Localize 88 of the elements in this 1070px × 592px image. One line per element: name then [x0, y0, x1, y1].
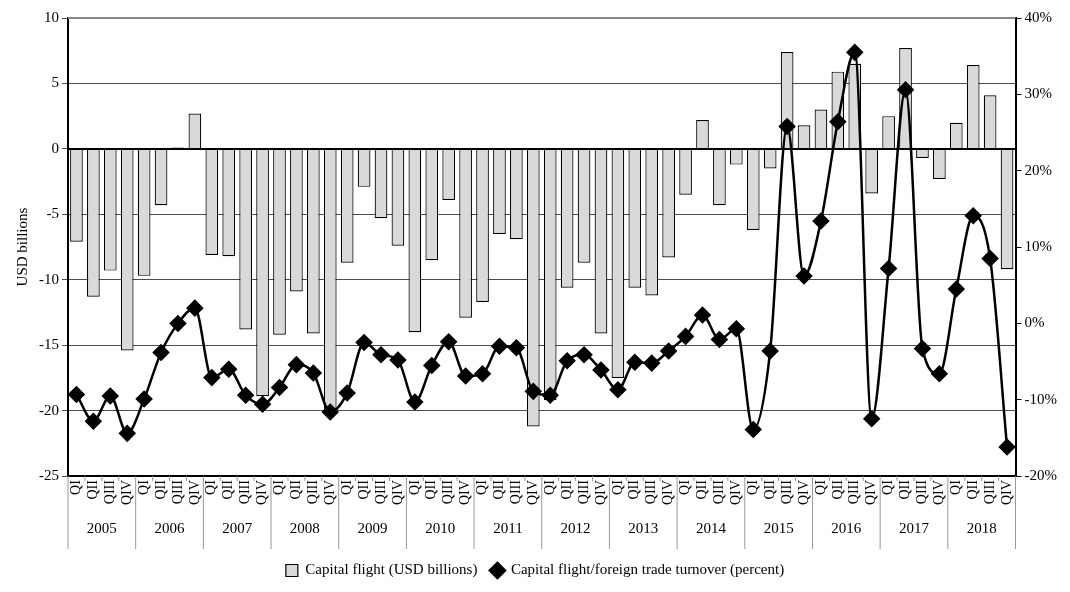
x-tick-label: QI	[812, 479, 828, 495]
x-tick-label: QIII	[237, 479, 253, 505]
x-tick-label: QIII	[846, 479, 862, 505]
x-tick-label: QIII	[778, 479, 794, 505]
x-tick-label: QIV	[254, 480, 270, 506]
x-tick-label: QIII	[508, 479, 524, 505]
text: 2005	[86, 519, 117, 536]
y-tick-label: 5	[51, 74, 59, 91]
x-tick-label: QIII	[981, 479, 997, 505]
x-tick-label: QIII	[169, 479, 185, 505]
x-tick-label: QIII	[440, 479, 456, 505]
x-tick-label: QIV	[389, 480, 405, 506]
x-tick-label: QI	[68, 479, 84, 495]
legend-label: Capital flight/foreign trade turnover (percent)	[510, 561, 785, 579]
text: 2010	[425, 519, 456, 536]
x-tick-label: QI	[541, 479, 557, 495]
x-tick-label: QII	[220, 479, 236, 500]
y-tick-label: 10	[44, 8, 59, 25]
x-tick-label: QII	[288, 479, 304, 500]
x-tick-label: QIV	[321, 480, 337, 506]
x-tick-label: QI	[947, 479, 963, 495]
x-tick-label: QIII	[101, 479, 117, 505]
x-tick-label: QI	[677, 479, 693, 495]
y-tick-label: -20	[39, 401, 59, 418]
x-tick-label: QIV	[660, 480, 676, 506]
x-tick-label: QIV	[524, 480, 540, 506]
y-tick-label: 0	[51, 139, 59, 156]
x-tick-label: QIV	[863, 480, 879, 506]
x-tick-label: QIV	[795, 480, 811, 506]
x-tick-label: QII	[964, 479, 980, 500]
y2-tick-label: 30%	[1024, 85, 1053, 102]
y2-tick-label: 0%	[1024, 314, 1045, 331]
text: 2008	[289, 519, 320, 536]
x-tick-label: QIV	[728, 480, 743, 506]
x-tick-label: QII	[761, 479, 777, 500]
text: 2013	[628, 519, 659, 536]
x-tick-label: QIII	[711, 479, 727, 505]
x-tick-label: QII	[558, 479, 574, 500]
y-tick-label: -10	[39, 270, 59, 287]
y2-tick-label: 20%	[1024, 161, 1053, 178]
text: 2012	[560, 519, 591, 536]
text: 2015	[763, 519, 794, 536]
x-tick-label: QI	[474, 479, 490, 495]
y2-tick-label: 10%	[1024, 238, 1053, 254]
text: 2018	[966, 519, 997, 536]
x-tick-label: QIII	[305, 479, 321, 505]
x-tick-label: QIII	[575, 479, 591, 505]
text: 2006	[154, 519, 186, 536]
x-tick-label: QII	[423, 479, 439, 500]
y2-tick-label: -10%	[1024, 390, 1058, 407]
x-tick-label: QII	[626, 479, 642, 500]
text: 2009	[357, 519, 388, 536]
x-tick-label: QIII	[372, 479, 388, 505]
x-tick-label: QIV	[931, 480, 947, 506]
x-tick-label: QIV	[457, 480, 473, 506]
x-tick-label: QII	[152, 479, 168, 500]
y-tick-label: -15	[39, 336, 59, 353]
legend-label: Capital flight (USD billions)	[305, 561, 478, 579]
y-tick-label: -5	[46, 205, 59, 222]
x-tick-label: QII	[491, 479, 507, 500]
x-tick-label: QII	[829, 479, 845, 500]
x-tick-label: QI	[609, 479, 625, 495]
x-tick-label: QI	[135, 479, 151, 495]
x-tick-label: QIV	[186, 480, 202, 506]
x-tick-label: QIII	[643, 479, 659, 505]
x-tick-label: QIV	[118, 480, 134, 506]
text: 2007	[222, 519, 253, 536]
x-tick-label: QI	[744, 479, 760, 495]
x-tick-label: QII	[694, 479, 710, 500]
y2-tick-label: -20%	[1024, 467, 1058, 484]
y-tick-label: -25	[39, 467, 59, 484]
x-tick-label: QIV	[998, 480, 1014, 506]
x-tick-label: QI	[338, 479, 354, 495]
x-tick-label: QIV	[592, 480, 608, 506]
x-tick-label: QII	[355, 479, 371, 500]
x-tick-label: QIII	[914, 479, 930, 505]
text: 2017	[898, 519, 930, 536]
x-tick-label: QI	[880, 479, 896, 495]
y-axis-title: USD billions	[13, 207, 30, 287]
text: 2014	[695, 519, 727, 536]
x-tick-label: QII	[897, 479, 913, 500]
x-tick-label: QI	[406, 479, 422, 495]
y2-tick-label: 40%	[1024, 8, 1053, 25]
text: 2016	[831, 519, 862, 536]
x-tick-label: QI	[203, 479, 219, 495]
x-tick-label: QII	[85, 479, 101, 500]
x-tick-label: QI	[271, 479, 287, 495]
text: 2011	[493, 519, 523, 536]
